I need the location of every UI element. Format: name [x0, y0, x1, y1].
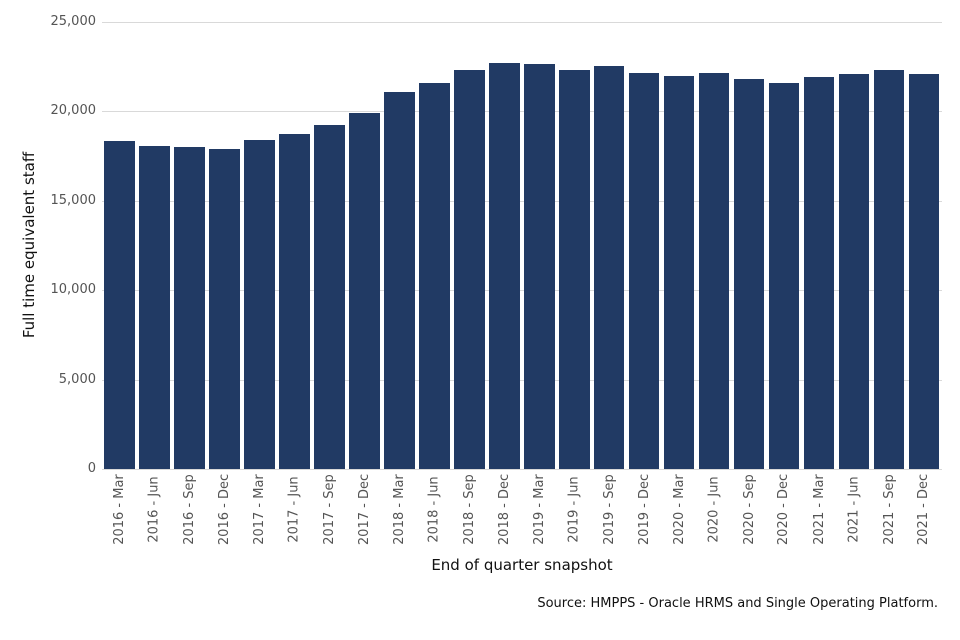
x-tick-label: 2018 - Mar	[391, 474, 407, 545]
x-tick-label: 2016 - Sep	[181, 474, 197, 545]
x-tick-label-box: 2019 - Jun	[557, 461, 592, 557]
x-tick-label: 2021 - Dec	[916, 473, 932, 545]
bar-2016-sep	[174, 147, 205, 470]
x-tick-label: 2021 - Sep	[881, 474, 897, 545]
x-tick-label-box: 2016 - Dec	[207, 461, 242, 557]
bar-2018-sep	[453, 69, 485, 470]
y-axis-title-box: Full time equivalent staff	[0, 21, 58, 469]
bar-2018-jun	[419, 82, 450, 470]
x-tick-label-box: 2021 - Jun	[837, 461, 872, 557]
x-tick-label: 2018 - Sep	[461, 474, 477, 545]
bar-2018-dec	[488, 63, 520, 470]
bar-2017-sep	[314, 125, 345, 470]
x-tick-label-box: 2016 - Mar	[102, 461, 137, 557]
bar-2019-dec	[628, 72, 660, 470]
x-tick-label-box: 2021 - Dec	[907, 461, 942, 557]
bar-2016-dec	[209, 149, 240, 470]
x-tick-label: 2020 - Sep	[741, 474, 757, 545]
x-tick-label-box: 2021 - Mar	[802, 461, 837, 557]
x-tick-label: 2017 - Sep	[321, 474, 337, 545]
bar-2020-jun	[698, 73, 730, 470]
bar-2017-mar	[244, 140, 275, 470]
bar-2021-dec	[908, 73, 940, 470]
x-tick-label: 2019 - Dec	[636, 473, 652, 545]
x-axis-title: End of quarter snapshot	[431, 556, 613, 574]
y-tick-label: 0	[87, 461, 96, 477]
x-tick-label: 2020 - Mar	[671, 474, 687, 545]
x-tick-label: 2019 - Jun	[566, 476, 582, 543]
x-tick-label: 2016 - Mar	[111, 474, 127, 545]
x-tick-label-box: 2017 - Jun	[277, 461, 312, 557]
x-tick-label-box: 2020 - Sep	[732, 461, 767, 557]
x-tick-label-box: 2017 - Sep	[312, 461, 347, 557]
x-tick-label: 2021 - Mar	[811, 474, 827, 545]
source-note: Source: HMPPS - Oracle HRMS and Single O…	[537, 596, 938, 611]
y-axis-title: Full time equivalent staff	[20, 151, 38, 339]
x-tick-label: 2018 - Jun	[426, 476, 442, 543]
x-tick-label-box: 2018 - Dec	[487, 461, 522, 557]
x-tick-label: 2017 - Dec	[356, 473, 372, 545]
x-tick-label-box: 2017 - Dec	[347, 461, 382, 557]
x-tick-label: 2021 - Jun	[846, 476, 862, 543]
gridline	[102, 290, 942, 292]
bar-2017-dec	[349, 113, 380, 470]
x-tick-label-box: 2019 - Dec	[627, 461, 662, 557]
x-tick-label: 2019 - Sep	[601, 474, 617, 545]
gridline	[102, 200, 942, 202]
bar-2020-sep	[733, 79, 765, 470]
x-tick-label: 2016 - Dec	[216, 473, 232, 545]
bar-2017-jun	[279, 133, 310, 470]
x-tick-label-box: 2018 - Jun	[417, 461, 452, 557]
x-tick-label: 2019 - Mar	[531, 474, 547, 545]
bar-2016-jun	[139, 145, 170, 470]
gridline	[102, 379, 942, 381]
bar-2020-dec	[768, 82, 800, 470]
bar-2020-mar	[663, 76, 695, 470]
x-tick-label-box: 2017 - Mar	[242, 461, 277, 557]
x-tick-label: 2018 - Dec	[496, 473, 512, 545]
bar-2021-jun	[838, 73, 870, 470]
bar-2016-mar	[104, 140, 135, 470]
y-tick-label: 20,000	[50, 103, 97, 119]
x-tick-label-box: 2018 - Mar	[382, 461, 417, 557]
y-tick-label: 10,000	[50, 282, 97, 298]
x-tick-label-box: 2016 - Jun	[137, 461, 172, 557]
x-tick-label-box: 2020 - Jun	[697, 461, 732, 557]
bar-2018-mar	[384, 92, 415, 470]
gridline	[102, 111, 942, 113]
x-tick-label: 2017 - Mar	[251, 474, 267, 545]
x-tick-label-box: 2018 - Sep	[452, 461, 487, 557]
x-tick-label-box: 2019 - Mar	[522, 461, 557, 557]
x-tick-label-box: 2020 - Mar	[662, 461, 697, 557]
x-tick-label: 2016 - Jun	[146, 476, 162, 543]
x-tick-label-box: 2019 - Sep	[592, 461, 627, 557]
gridline	[102, 469, 942, 471]
x-tick-label-box: 2016 - Sep	[172, 461, 207, 557]
x-tick-label: 2020 - Dec	[776, 473, 792, 545]
bar-2019-sep	[593, 65, 625, 470]
x-tick-label-box: 2020 - Dec	[767, 461, 802, 557]
bar-2021-sep	[873, 69, 905, 470]
gridline	[102, 21, 942, 23]
bar-2019-mar	[523, 63, 555, 470]
x-tick-label-box: 2021 - Sep	[872, 461, 907, 557]
x-tick-label: 2017 - Jun	[286, 476, 302, 543]
bar-2021-mar	[803, 77, 835, 470]
bar-2019-jun	[558, 69, 590, 470]
y-tick-label: 5,000	[58, 371, 96, 387]
x-tick-label: 2020 - Jun	[706, 476, 722, 543]
y-tick-label: 25,000	[50, 13, 97, 29]
y-tick-label: 15,000	[50, 192, 97, 208]
